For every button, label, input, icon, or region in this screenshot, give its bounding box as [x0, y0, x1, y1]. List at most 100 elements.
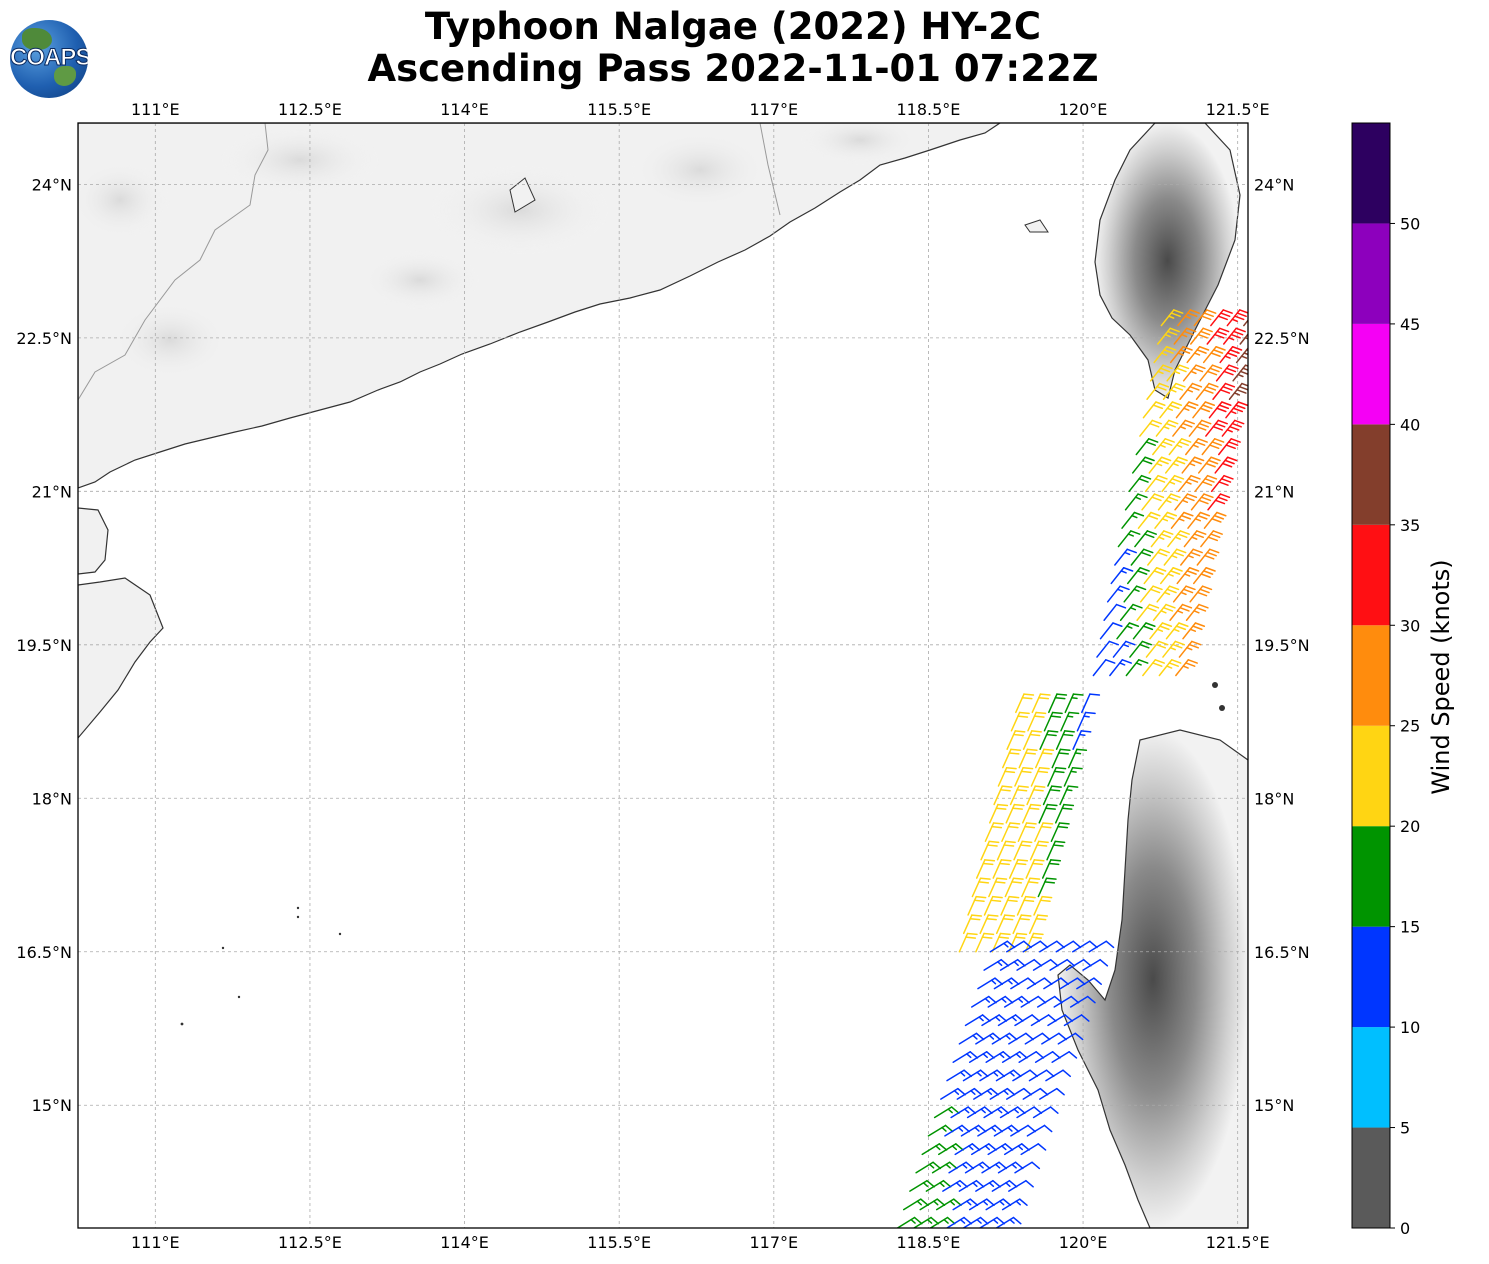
- barb-shaft: [1030, 1014, 1050, 1027]
- barb-shaft: [915, 1161, 934, 1174]
- barb-flag: [975, 1179, 985, 1188]
- y-tick-label: 19.5°N: [1254, 636, 1310, 655]
- colorbar-bin: [1352, 725, 1390, 827]
- barb-flag: [1208, 444, 1220, 450]
- wind-barb: [979, 914, 999, 935]
- wind-barb: [1117, 530, 1141, 548]
- barb-flag: [943, 1218, 949, 1224]
- barb-flag: [959, 1179, 968, 1188]
- barb-flag: [1232, 330, 1244, 336]
- wind-barb: [1162, 640, 1186, 658]
- wind-barb: [1129, 640, 1153, 658]
- barb-flag: [1205, 567, 1216, 572]
- y-tick-label: 22.5°N: [16, 329, 72, 348]
- barb-flag: [1128, 622, 1140, 627]
- wind-barb: [1055, 730, 1075, 750]
- barb-flag: [1193, 533, 1205, 539]
- barb-flag: [1013, 961, 1019, 967]
- barb-flag: [1220, 478, 1232, 483]
- wind-barb: [964, 1014, 991, 1027]
- wind-barb: [1041, 1032, 1067, 1045]
- wind-barb: [1020, 1143, 1047, 1156]
- wind-barb: [921, 1143, 948, 1156]
- wind-barb: [995, 914, 1016, 935]
- barb-shaft: [1021, 877, 1031, 898]
- barb-shaft: [1024, 1032, 1044, 1045]
- barb-flag: [1011, 1016, 1017, 1022]
- wind-barb: [1159, 401, 1183, 419]
- barb-flag: [1012, 733, 1024, 737]
- barb-shaft: [1099, 622, 1114, 640]
- barb-flag: [987, 914, 999, 917]
- barb-flag: [1177, 352, 1184, 356]
- x-tick-label: 121.5°E: [1206, 100, 1270, 119]
- barb-flag: [1149, 422, 1160, 428]
- colorbar-tick-label: 35: [1400, 516, 1420, 535]
- barb-flag: [991, 895, 1003, 899]
- wind-barb: [1135, 438, 1159, 456]
- barb-flag: [1072, 940, 1082, 949]
- barb-flag: [961, 1163, 968, 1169]
- x-tick-label: 118.5°E: [896, 100, 960, 119]
- x-tick-label: 121.5°E: [1206, 1233, 1270, 1252]
- barb-flag: [1158, 459, 1169, 465]
- barb-flag: [1010, 1124, 1020, 1133]
- wind-barb: [1016, 895, 1036, 916]
- wind-barb: [1065, 958, 1092, 971]
- barb-flag: [1213, 438, 1225, 443]
- barb-flag: [1195, 606, 1207, 612]
- barb-flag: [965, 936, 977, 939]
- wind-barb: [1116, 622, 1140, 640]
- barb-shaft: [977, 977, 996, 990]
- barb-flag: [1140, 474, 1152, 480]
- barb-shaft: [1004, 877, 1015, 898]
- barb-flag: [981, 1014, 991, 1022]
- barb-flag: [1001, 785, 1013, 788]
- barb-shaft: [1106, 585, 1121, 603]
- barb-flag: [1196, 349, 1207, 354]
- barb-flag: [1155, 643, 1167, 649]
- wind-barb: [1112, 640, 1136, 658]
- barb-flag: [1004, 914, 1016, 917]
- barb-flag: [1080, 1014, 1090, 1022]
- wind-barb: [1039, 940, 1065, 953]
- barb-flag: [1015, 1053, 1021, 1059]
- wind-barb: [1139, 419, 1162, 437]
- wind-barb: [1167, 530, 1191, 548]
- barb-flag: [1185, 404, 1197, 410]
- barb-flag: [1210, 533, 1221, 539]
- barb-flag: [968, 1145, 974, 1151]
- barb-flag: [1203, 389, 1214, 394]
- wind-barb: [989, 803, 1009, 824]
- logo-land-shape: [54, 66, 76, 86]
- barb-shaft: [1037, 877, 1048, 898]
- colorbar-label: Wind Speed (knots): [1427, 559, 1455, 795]
- wind-barb: [940, 1087, 966, 1100]
- wind-barb: [1059, 977, 1086, 990]
- barb-flag: [1039, 693, 1051, 696]
- wind-barb: [1199, 364, 1223, 382]
- barb-flag: [1207, 536, 1219, 542]
- barb-flag: [952, 1198, 962, 1206]
- wind-barb: [1160, 309, 1184, 327]
- barb-flag: [996, 961, 1003, 967]
- barb-flag: [1217, 496, 1228, 502]
- barb-flag: [1018, 1051, 1028, 1059]
- wind-barb: [1173, 327, 1197, 345]
- wind-barb: [970, 995, 997, 1008]
- barb-shaft: [909, 1179, 928, 1192]
- barb-flag: [1144, 533, 1155, 539]
- barb-flag: [1003, 942, 1009, 948]
- barb-shaft: [1043, 977, 1062, 990]
- wind-barb: [1018, 1051, 1045, 1063]
- barb-shaft: [1135, 438, 1150, 456]
- barb-flag: [1133, 511, 1145, 517]
- barb-flag: [1031, 862, 1043, 866]
- barb-flag: [1176, 548, 1187, 554]
- barb-flag: [1166, 330, 1178, 336]
- barb-shaft: [983, 958, 1002, 971]
- colorbar-bin: [1352, 323, 1390, 425]
- barb-shaft: [1046, 840, 1056, 861]
- colorbar-tick-label: 50: [1400, 214, 1420, 233]
- barb-flag: [969, 1051, 979, 1059]
